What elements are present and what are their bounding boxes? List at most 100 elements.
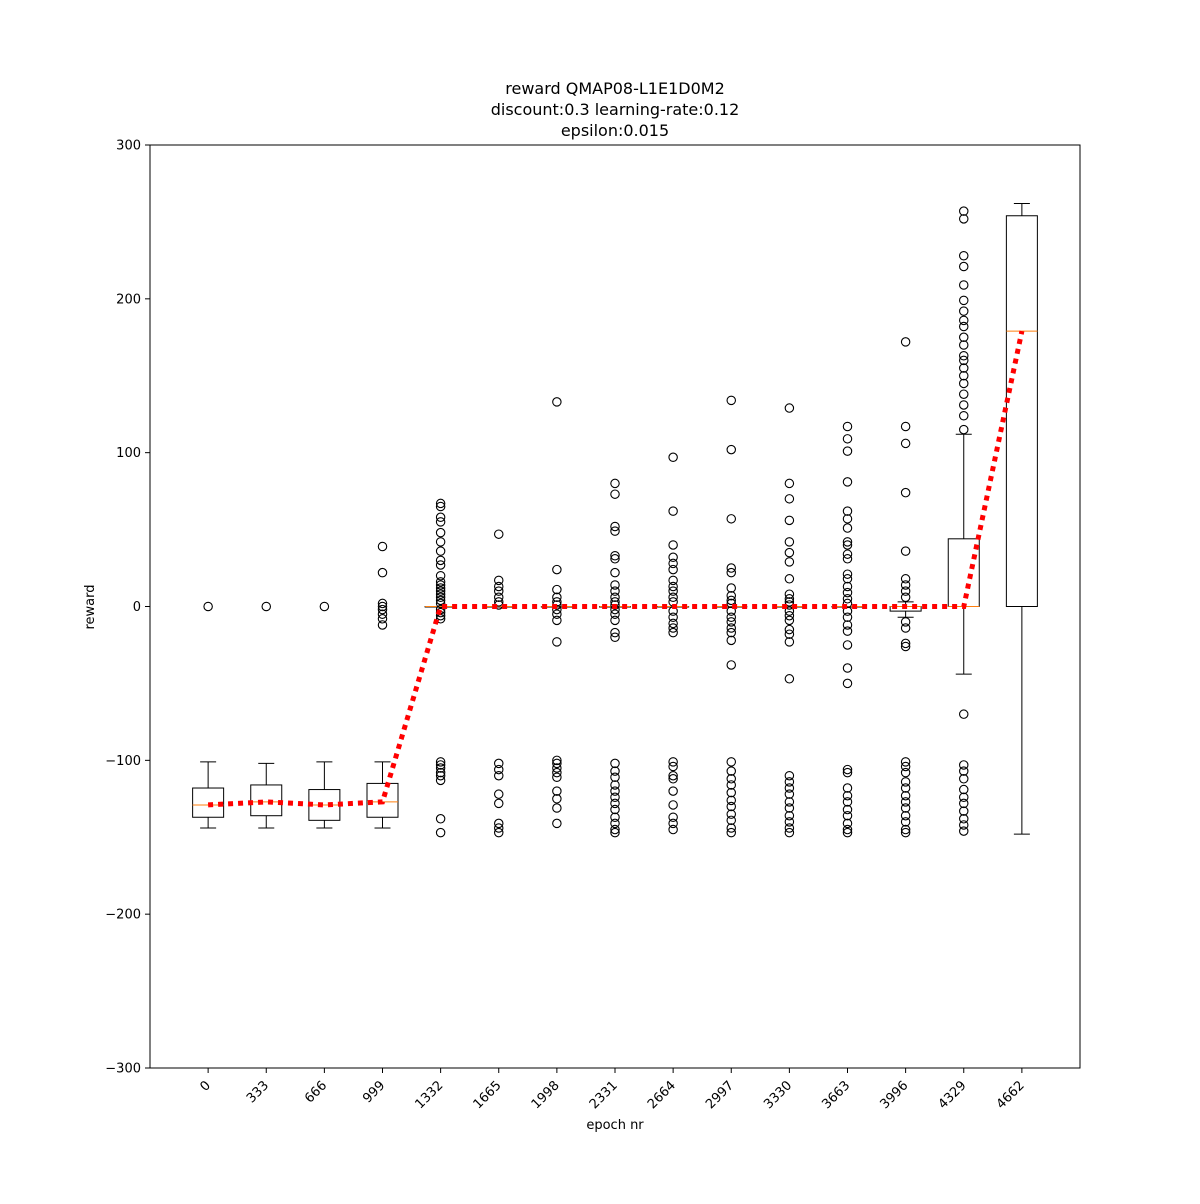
outlier-point: [784, 770, 795, 781]
outlier-point: [842, 514, 853, 524]
box-group: [889, 337, 922, 838]
outlier-point: [610, 550, 620, 561]
outlier-point: [668, 612, 678, 623]
outlier-point: [726, 827, 736, 838]
outlier-point: [435, 757, 446, 767]
outlier-point: [610, 567, 620, 578]
outlier-point: [784, 674, 795, 684]
outlier-point: [842, 626, 853, 636]
outlier-point: [668, 812, 678, 823]
outlier-point: [610, 615, 620, 626]
outlier-point: [900, 767, 911, 778]
outlier-point: [319, 601, 330, 612]
outlier-point: [435, 555, 446, 566]
outlier-point: [784, 777, 795, 787]
outlier-point: [784, 797, 795, 807]
box-group: [773, 403, 806, 838]
chart-title-line-1: reward QMAP08-L1E1D0M2: [505, 79, 725, 98]
outlier-point: [552, 564, 562, 575]
box-iqr: [192, 787, 225, 818]
outlier-point: [435, 577, 446, 587]
outlier-point: [435, 763, 446, 773]
outlier-point: [726, 567, 736, 578]
outlier-point: [668, 761, 678, 772]
outlier-point: [552, 592, 562, 603]
outlier-point: [726, 395, 736, 406]
outlier-point: [668, 757, 678, 767]
outlier-point: [958, 295, 969, 306]
outlier-point: [784, 783, 795, 793]
outlier-point: [784, 810, 795, 821]
outlier-point: [842, 506, 853, 516]
outlier-point: [784, 547, 795, 558]
outlier-point: [377, 601, 388, 612]
outlier-point: [668, 623, 678, 633]
outlier-point: [842, 640, 853, 650]
outlier-point: [610, 600, 620, 610]
y-tick-label: −300: [105, 1062, 141, 1077]
outlier-point: [610, 758, 620, 769]
outlier-point: [668, 575, 678, 586]
outlier-point: [842, 764, 853, 775]
outlier-point: [435, 517, 446, 527]
outlier-point: [784, 594, 795, 604]
box-group: [657, 452, 690, 835]
outlier-point: [784, 515, 795, 526]
outlier-point: [842, 620, 853, 630]
outlier-point: [610, 554, 620, 564]
outlier-point: [610, 818, 620, 829]
outlier-point: [610, 786, 620, 796]
outlier-point: [784, 789, 795, 799]
y-tick-label: 200: [116, 292, 141, 307]
outlier-point: [435, 598, 446, 609]
outlier-point: [958, 315, 969, 326]
outlier-point: [900, 641, 911, 652]
x-axis-label: epoch nr: [586, 1118, 644, 1133]
outlier-point: [552, 758, 562, 769]
outlier-point: [726, 444, 736, 455]
outlier-point: [435, 767, 446, 778]
outlier-point: [958, 798, 969, 809]
outlier-point: [900, 438, 911, 449]
outlier-point: [435, 586, 446, 596]
outlier-point: [726, 595, 736, 606]
outlier-point: [377, 609, 388, 619]
outlier-point: [958, 709, 969, 719]
outlier-point: [493, 770, 504, 781]
outlier-point: [668, 592, 678, 603]
outlier-point: [610, 478, 620, 489]
outlier-point: [493, 823, 504, 833]
outlier-point: [842, 594, 853, 604]
outlier-point: [377, 598, 388, 609]
outlier-point: [726, 795, 736, 806]
outlier-point: [842, 549, 853, 559]
outlier-point: [435, 537, 446, 547]
outlier-point: [493, 529, 504, 539]
outlier-point: [261, 601, 271, 612]
outlier-point: [610, 521, 620, 532]
outlier-point: [842, 824, 853, 835]
outlier-point: [668, 452, 678, 463]
outlier-point: [668, 540, 678, 550]
outlier-point: [900, 592, 911, 603]
outlier-point: [958, 774, 969, 784]
outlier-point: [726, 660, 736, 670]
outlier-point: [726, 623, 736, 633]
outlier-point: [552, 615, 562, 626]
y-axis-label: reward: [83, 584, 98, 629]
outlier-point: [784, 557, 795, 567]
outlier-point: [726, 583, 736, 593]
outlier-point: [668, 618, 678, 629]
outlier-point: [958, 206, 969, 216]
outlier-point: [552, 755, 562, 766]
outlier-point: [610, 592, 620, 603]
outlier-point: [726, 514, 736, 524]
outlier-point: [668, 786, 678, 796]
outlier-point: [842, 767, 853, 778]
outlier-point: [377, 620, 388, 630]
outlier-point: [552, 584, 562, 595]
outlier-point: [435, 589, 446, 599]
outlier-point: [784, 803, 795, 813]
outlier-point: [958, 806, 969, 816]
